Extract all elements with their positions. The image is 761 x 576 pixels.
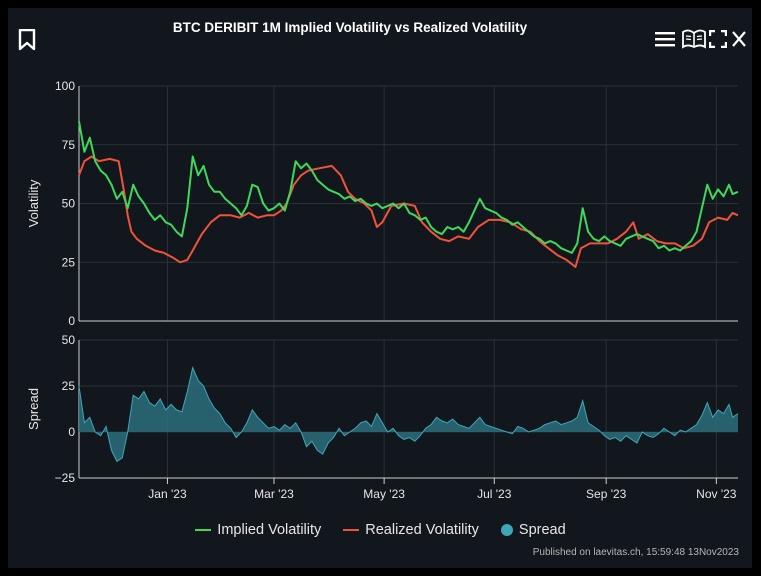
legend-item-realized[interactable]: Realized Volatility — [343, 522, 479, 538]
legend-item-implied[interactable]: Implied Volatility — [195, 522, 321, 538]
spread-area — [79, 367, 738, 462]
x-tick-label: Nov '23 — [696, 487, 737, 501]
spread-axis-title: Spread — [26, 388, 41, 430]
volatility-axis-title: Volatility — [26, 179, 41, 227]
chart-frame — [8, 8, 752, 568]
legend-swatch-spread — [500, 524, 513, 536]
close-icon[interactable] — [731, 30, 747, 48]
legend: Implied Volatility Realized Volatility S… — [0, 522, 761, 538]
spread-y-tick-label: −25 — [55, 471, 76, 485]
realized-volatility-line — [78, 155, 739, 268]
implied-volatility-line — [78, 121, 739, 254]
book-icon[interactable] — [682, 29, 706, 49]
spread-y-tick-label: 25 — [62, 379, 76, 393]
volatility-y-tick-label: 100 — [55, 79, 75, 93]
spread-line — [78, 365, 739, 463]
volatility-y-tick-label: 0 — [68, 314, 75, 328]
chart-title: BTC DERIBIT 1M Implied Volatility vs Rea… — [172, 20, 528, 35]
x-tick-label: Sep '23 — [586, 487, 627, 501]
x-tick-label: Jul '23 — [477, 487, 512, 501]
legend-item-spread[interactable]: Spread — [500, 522, 566, 538]
x-tick-label: Mar '23 — [254, 487, 294, 501]
legend-label-realized: Realized Volatility — [365, 522, 479, 538]
legend-swatch-realized — [343, 529, 360, 531]
legend-swatch-implied — [195, 529, 212, 531]
volatility-y-tick-label: 75 — [62, 138, 76, 152]
published-credit: Published on laevitas.ch, 15:59:48 13Nov… — [532, 547, 739, 558]
fullscreen-icon[interactable] — [709, 30, 727, 48]
bookmark-icon[interactable] — [18, 29, 38, 51]
volatility-y-tick-label: 50 — [62, 197, 76, 211]
legend-label-implied: Implied Volatility — [217, 522, 322, 538]
volatility-y-tick-label: 25 — [62, 255, 76, 269]
menu-icon[interactable] — [654, 30, 676, 48]
x-tick-label: Jan '23 — [148, 487, 187, 501]
spread-y-tick-label: 0 — [68, 425, 75, 439]
legend-label-spread: Spread — [518, 522, 566, 538]
spread-y-tick-label: 50 — [62, 333, 76, 347]
x-tick-label: May '23 — [363, 487, 405, 501]
